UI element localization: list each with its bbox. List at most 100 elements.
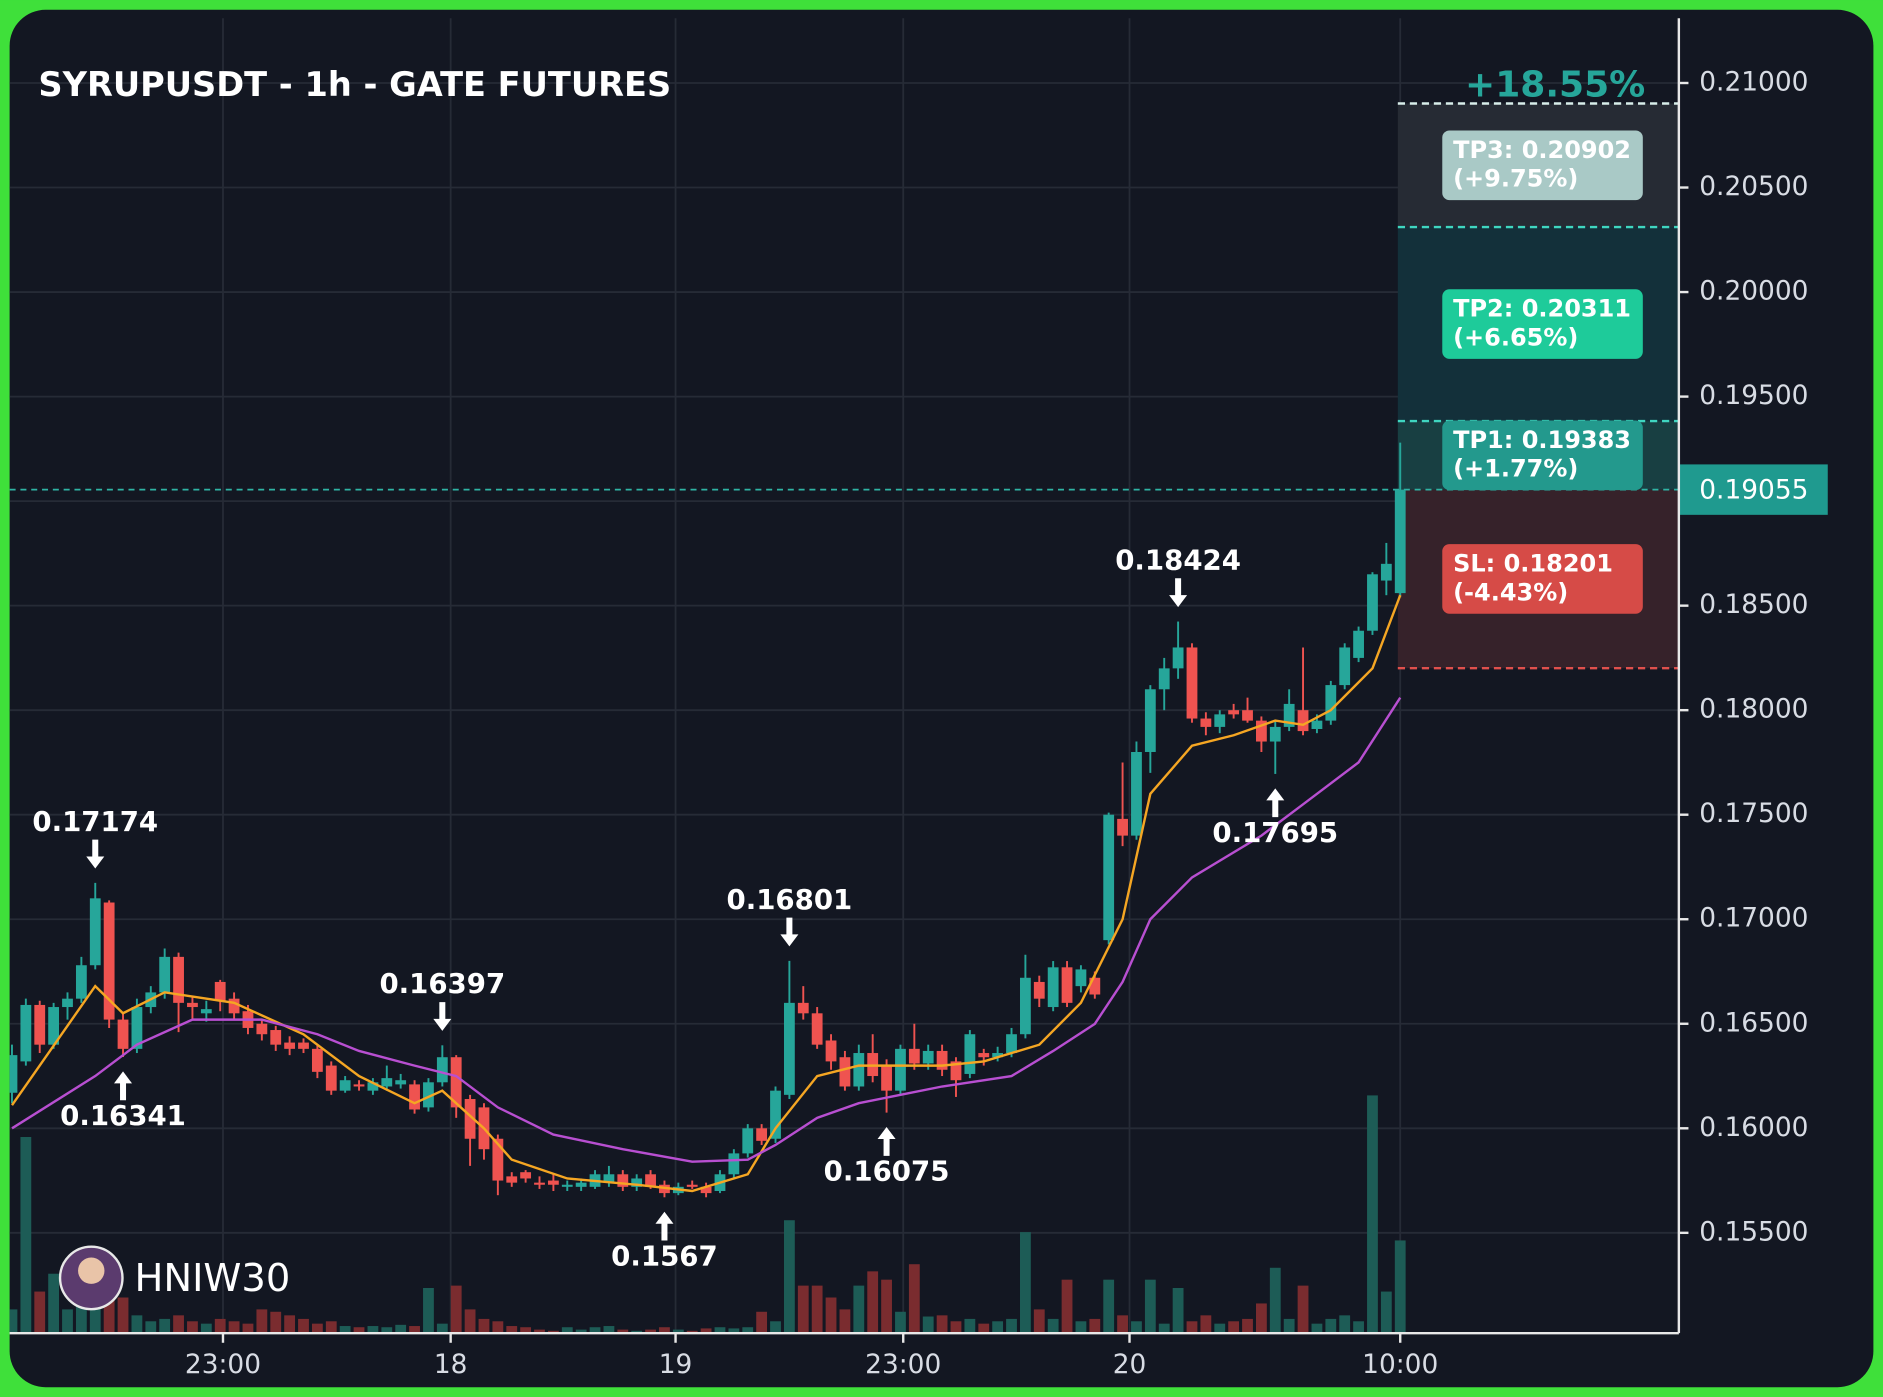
candle-body bbox=[770, 1090, 781, 1139]
volume-bar bbox=[228, 1321, 240, 1334]
volume-bar bbox=[783, 1220, 795, 1334]
volume-bar bbox=[367, 1326, 379, 1334]
volume-bar bbox=[423, 1287, 434, 1334]
y-tick-label: 0.20000 bbox=[1699, 276, 1808, 307]
candle-body bbox=[908, 1048, 920, 1064]
level-percent: (+1.77%) bbox=[1453, 455, 1578, 483]
volume-bar bbox=[187, 1321, 198, 1334]
candle-body bbox=[20, 1004, 32, 1062]
volume-bar bbox=[714, 1327, 726, 1334]
volume-bar bbox=[103, 1279, 115, 1334]
volume-bar bbox=[1033, 1309, 1045, 1334]
volume-bar bbox=[1131, 1321, 1142, 1334]
volume-bar bbox=[1047, 1318, 1059, 1334]
candle-body bbox=[298, 1042, 309, 1049]
candle-body bbox=[992, 1053, 1004, 1058]
candle-body bbox=[284, 1042, 296, 1049]
candle-body bbox=[325, 1065, 337, 1091]
volume-bar bbox=[256, 1309, 268, 1334]
candle-body bbox=[895, 1048, 906, 1091]
annotation-label: 0.17695 bbox=[1212, 816, 1338, 849]
volume-bar bbox=[1186, 1321, 1198, 1334]
candle-body bbox=[617, 1174, 629, 1187]
candle-body bbox=[173, 956, 184, 1003]
volume-bar bbox=[839, 1309, 851, 1334]
candle-body bbox=[131, 1007, 143, 1049]
change-label: +18.55% bbox=[1465, 65, 1645, 106]
candle-body bbox=[256, 1023, 268, 1035]
volume-bar bbox=[1255, 1303, 1267, 1334]
annotation-label: 0.18424 bbox=[1115, 543, 1241, 576]
volume-bar bbox=[325, 1321, 337, 1334]
level-label: TP1: 0.19383 bbox=[1453, 426, 1631, 454]
annotation-label: 0.16397 bbox=[379, 967, 505, 1000]
candle-body bbox=[936, 1050, 948, 1070]
candle-body bbox=[450, 1057, 462, 1108]
candle-body bbox=[839, 1057, 851, 1087]
volume-bar bbox=[159, 1318, 171, 1334]
volume-bar bbox=[311, 1323, 323, 1334]
candle-body bbox=[853, 1053, 865, 1087]
candle-body bbox=[811, 1013, 823, 1045]
x-tick-label: 10:00 bbox=[1362, 1349, 1438, 1380]
volume-bar bbox=[48, 1273, 60, 1334]
x-tick-label: 20 bbox=[1113, 1349, 1147, 1380]
volume-bar bbox=[1380, 1291, 1392, 1334]
volume-bar bbox=[436, 1323, 448, 1334]
candle-body bbox=[117, 1019, 129, 1049]
volume-bar bbox=[756, 1311, 768, 1334]
candle-body bbox=[1325, 685, 1337, 721]
volume-bar bbox=[1269, 1267, 1281, 1334]
volume-bar bbox=[478, 1318, 490, 1334]
candle-body bbox=[464, 1099, 476, 1139]
candle-body bbox=[1297, 710, 1309, 732]
level-percent: (+9.75%) bbox=[1453, 165, 1578, 193]
candle-body bbox=[1033, 981, 1045, 999]
annotation-label: 0.16341 bbox=[60, 1099, 186, 1132]
candle-body bbox=[1311, 720, 1323, 729]
volume-bar bbox=[381, 1327, 393, 1334]
candle-body bbox=[1255, 720, 1267, 742]
y-tick-label: 0.16000 bbox=[1699, 1112, 1808, 1143]
candle-body bbox=[1158, 668, 1170, 690]
volume-bar bbox=[298, 1318, 309, 1334]
candle-body bbox=[9, 1055, 18, 1093]
volume-bar bbox=[1103, 1279, 1115, 1334]
annotation-arrow bbox=[1266, 788, 1285, 818]
candle-body bbox=[575, 1182, 587, 1187]
y-tick-label: 0.16500 bbox=[1699, 1007, 1808, 1038]
volume-bar bbox=[1075, 1321, 1087, 1334]
candle-body bbox=[367, 1082, 379, 1091]
candle-body bbox=[1019, 977, 1031, 1035]
candle-body bbox=[922, 1050, 934, 1064]
volume-bar bbox=[936, 1315, 948, 1334]
volume-bar bbox=[1019, 1232, 1031, 1334]
candle-body bbox=[1172, 647, 1184, 669]
moving-average bbox=[11, 594, 1402, 1193]
annotation-arrow bbox=[1169, 578, 1188, 608]
volume-bar bbox=[214, 1318, 226, 1334]
volume-bar bbox=[1117, 1315, 1128, 1334]
volume-bar bbox=[700, 1328, 712, 1334]
candle-body bbox=[103, 902, 115, 1020]
level-label-box bbox=[1442, 420, 1643, 491]
overlay: 0.15500 0.16000 0.16500 0.17000 0.17500 0.180… bbox=[32, 67, 1828, 1380]
volume-bar bbox=[339, 1326, 351, 1334]
volume-bar bbox=[908, 1264, 920, 1334]
moving-average bbox=[11, 697, 1402, 1163]
candle-body bbox=[187, 1002, 198, 1008]
candle-body bbox=[728, 1153, 740, 1175]
candle-body bbox=[1228, 710, 1240, 715]
candle-body bbox=[1061, 967, 1073, 1003]
volume-bar bbox=[964, 1318, 976, 1334]
volume-bar bbox=[9, 1309, 18, 1334]
volume-bar bbox=[1283, 1318, 1295, 1334]
candle-body bbox=[1353, 630, 1364, 658]
candle-body bbox=[1103, 814, 1115, 941]
volume-bar bbox=[978, 1323, 990, 1334]
candle-body bbox=[1394, 489, 1406, 594]
volume-bar bbox=[797, 1285, 809, 1334]
candle-body bbox=[547, 1180, 559, 1185]
candle-body bbox=[381, 1078, 393, 1087]
candle-body bbox=[353, 1084, 365, 1087]
